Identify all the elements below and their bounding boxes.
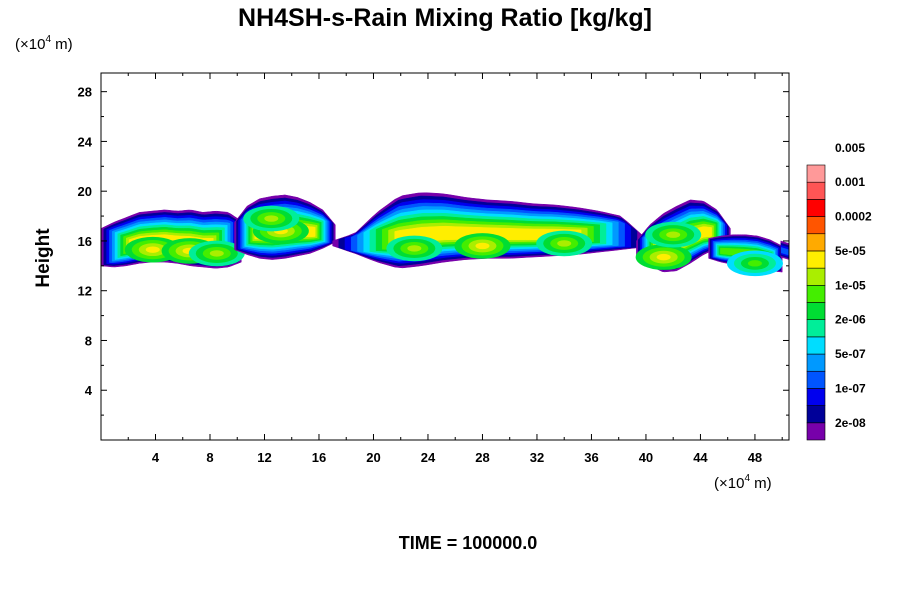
y-tick-label: 16 (78, 234, 92, 249)
colorbar-swatch (806, 285, 826, 303)
colorbar-label: 2e-06 (835, 313, 866, 327)
contour-core (557, 240, 572, 247)
colorbar-label: 0.001 (835, 175, 865, 189)
x-tick-label: 36 (584, 450, 598, 465)
y-tick-label: 4 (85, 383, 93, 398)
contour-core (407, 245, 422, 252)
x-tick-label: 12 (257, 450, 271, 465)
colorbar-swatch (806, 405, 826, 424)
colorbar: 2e-08 1e-07 5e-07 2e-06 1e-05 5e-05 0.0002 0.00… (806, 141, 872, 441)
y-tick-label: 24 (78, 134, 93, 149)
x-tick-label: 44 (693, 450, 708, 465)
x-axis: 4 8 12 16 20 24 28 32 36 40 44 48 (127, 73, 783, 465)
contour-core (145, 246, 160, 253)
cloud-region (101, 209, 245, 269)
y-axis: 4 8 12 16 20 24 28 (78, 85, 789, 416)
y-tick-label: 20 (78, 184, 92, 199)
colorbar-swatch (806, 250, 826, 269)
x-tick-label: 28 (475, 450, 489, 465)
colorbar-swatch (806, 302, 826, 320)
contour-core (475, 242, 490, 250)
x-tick-label: 24 (421, 450, 436, 465)
contour-core (747, 260, 762, 267)
cloud-region (708, 234, 783, 277)
colorbar-swatch (806, 388, 826, 406)
colorbar-swatch (806, 422, 826, 441)
colorbar-swatch (806, 181, 826, 200)
colorbar-label: 0.0002 (835, 210, 872, 224)
colorbar-swatch (806, 370, 826, 389)
x-tick-label: 32 (530, 450, 544, 465)
colorbar-label: 5e-07 (835, 347, 866, 361)
colorbar-swatch (806, 216, 826, 235)
cloud-region (635, 199, 731, 273)
colorbar-label: 0.005 (835, 141, 865, 155)
contour-core (264, 215, 279, 222)
colorbar-swatch (806, 164, 826, 183)
x-tick-label: 20 (366, 450, 380, 465)
colorbar-swatch (806, 336, 826, 355)
y-tick-label: 12 (78, 284, 92, 299)
plot-frame (100, 72, 790, 441)
contour-core (656, 253, 671, 261)
plot-area (101, 192, 789, 277)
colorbar-swatch (806, 319, 826, 338)
y-axis-label: Height (33, 228, 54, 288)
colorbar-swatch (806, 233, 826, 252)
y-unit-label: (×104 m) (15, 34, 73, 53)
x-tick-label: 8 (206, 450, 213, 465)
colorbar-swatch (806, 267, 826, 286)
x-tick-label: 40 (639, 450, 653, 465)
contour-core (666, 231, 681, 238)
colorbar-label: 1e-07 (835, 381, 866, 395)
y-tick-label: 8 (85, 333, 92, 348)
cloud-layer (101, 192, 789, 277)
x-tick-label: 4 (152, 450, 160, 465)
chart-title: NH4SH-s-Rain Mixing Ratio [kg/kg] (238, 4, 652, 32)
time-footer: TIME = 100000.0 (399, 533, 538, 553)
contour-core (209, 250, 224, 257)
x-tick-label: 16 (312, 450, 326, 465)
x-unit-label: (×104 m) (714, 473, 772, 492)
cloud-region (332, 192, 644, 269)
colorbar-label: 1e-05 (835, 278, 866, 292)
cloud-region (780, 240, 789, 260)
colorbar-label: 2e-08 (835, 416, 866, 430)
y-tick-label: 28 (78, 85, 92, 100)
colorbar-swatch (806, 353, 826, 372)
x-tick-label: 48 (748, 450, 762, 465)
colorbar-label: 5e-05 (835, 244, 866, 258)
cloud-region (234, 194, 336, 260)
colorbar-swatch (806, 199, 826, 217)
